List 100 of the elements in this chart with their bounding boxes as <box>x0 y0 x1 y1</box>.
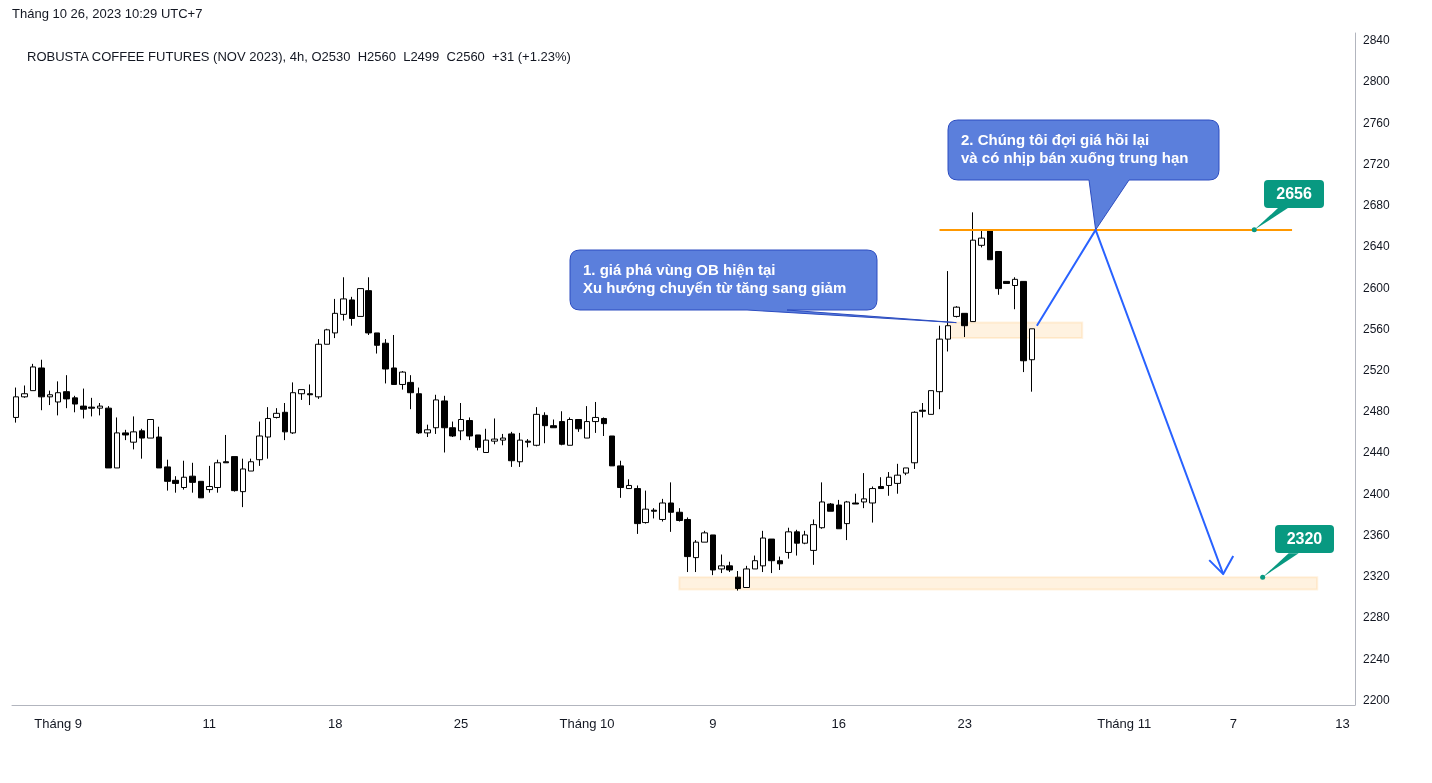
candlestick <box>827 502 834 512</box>
candlestick <box>416 387 422 435</box>
candlestick <box>819 481 825 530</box>
candlestick <box>785 527 792 560</box>
candlestick <box>47 390 53 406</box>
candlestick <box>508 431 515 468</box>
candlestick <box>424 424 431 438</box>
candlestick <box>63 374 70 409</box>
y-tick-label: 2640 <box>1363 239 1391 254</box>
candlestick <box>542 411 548 444</box>
candlestick <box>55 380 61 416</box>
candlestick <box>659 498 666 523</box>
candlestick <box>844 500 850 541</box>
candlestick <box>693 539 699 573</box>
y-tick-label: 2200 <box>1363 692 1391 707</box>
ref-line-label: 2656 <box>1264 179 1324 208</box>
x-tick-label: 7 <box>1229 716 1237 731</box>
candlestick <box>38 359 45 411</box>
x-tick-label: 18 <box>327 716 343 731</box>
y-tick-label: 2360 <box>1363 527 1391 542</box>
x-tick-label: 16 <box>831 716 847 731</box>
text: ROBUSTA COFFEE FUTURES (NOV 2023), 4h, O2530 H2560 L2499 C2560 +31 (+1.23%) <box>27 49 571 64</box>
candlestick <box>391 334 397 385</box>
candlestick <box>987 229 993 261</box>
candlestick <box>491 417 498 445</box>
candlestick <box>332 298 338 339</box>
y-tick-label: 2280 <box>1363 610 1391 625</box>
candlestick <box>651 507 657 519</box>
candlestick <box>231 456 238 493</box>
candlestick <box>181 460 187 491</box>
band-label: 2320 <box>1274 525 1335 554</box>
y-tick-label: 2800 <box>1363 74 1391 89</box>
candlestick <box>458 402 464 441</box>
candlestick <box>374 332 380 355</box>
y-tick-label: 2320 <box>1363 569 1391 584</box>
candlestick <box>189 462 196 494</box>
candlestick <box>936 325 943 410</box>
candlestick <box>223 434 229 464</box>
candlestick <box>760 530 766 573</box>
candlestick <box>525 438 531 448</box>
y-tick-label: 2560 <box>1363 321 1391 336</box>
candlestick <box>500 433 506 446</box>
candlestick <box>139 428 145 460</box>
candlestick <box>13 387 19 424</box>
y-tick-label: 2520 <box>1363 363 1391 378</box>
candlestick <box>794 529 800 557</box>
text: Tháng 10 26, 2023 10:29 UTC+7 <box>12 6 203 21</box>
candlestick <box>852 493 859 505</box>
candlestick <box>911 410 918 470</box>
candlestick <box>617 460 624 499</box>
x-tick-label: 13 <box>1335 716 1350 731</box>
candlestick <box>105 405 112 469</box>
candlestick <box>626 478 632 490</box>
candlestick <box>349 296 355 327</box>
candlestick <box>533 406 540 447</box>
candlestick <box>575 419 582 433</box>
y-tick-label: 2840 <box>1363 33 1391 48</box>
candlestick <box>466 416 473 441</box>
candlestick <box>567 416 573 446</box>
candlestick <box>735 570 741 592</box>
candlestick <box>584 405 590 439</box>
candlestick <box>903 467 909 476</box>
candlestick <box>836 499 842 530</box>
candlestick <box>710 534 716 576</box>
candlestick <box>861 472 867 509</box>
candlestick <box>878 476 884 490</box>
candlestick <box>147 419 154 439</box>
candlestick <box>273 407 280 419</box>
candlestick <box>290 381 296 435</box>
annotation: 1. giá phá vùng OB hiện tại Xu hướng chuyển từ tăng sang giảm <box>583 261 847 297</box>
annotation: 2. Chúng tôi đợi giá hồi lại và có nhịp bán xuống trung hạn <box>961 131 1189 167</box>
candlestick <box>307 383 313 406</box>
candlestick <box>156 426 162 469</box>
candlestick <box>265 406 271 460</box>
x-tick-label: 11 <box>202 716 216 731</box>
y-tick-label: 2240 <box>1363 651 1391 666</box>
candlestick <box>315 338 322 400</box>
candlestick <box>1012 276 1018 310</box>
candlestick <box>240 458 246 508</box>
candlestick <box>978 229 985 248</box>
candlestick <box>433 394 439 435</box>
candlestick <box>256 421 263 467</box>
candlestick <box>324 328 330 345</box>
candlestick <box>970 211 976 323</box>
candlestick <box>483 428 489 453</box>
candlestick <box>928 390 934 415</box>
candlestick <box>777 556 783 571</box>
y-tick-label: 2440 <box>1363 445 1391 460</box>
candlestick <box>894 463 901 495</box>
x-tick-label: 25 <box>453 716 469 731</box>
candlestick <box>198 480 204 499</box>
x-tick-label: Tháng 9 <box>34 716 83 731</box>
candlestick <box>282 402 288 441</box>
candlestick <box>97 402 103 416</box>
x-tick-label: Tháng 11 <box>1097 716 1152 731</box>
candlestick <box>701 530 708 543</box>
candlestick <box>768 538 775 574</box>
candlestick <box>550 419 557 429</box>
candlestick <box>601 416 607 437</box>
candlestick <box>609 435 615 467</box>
